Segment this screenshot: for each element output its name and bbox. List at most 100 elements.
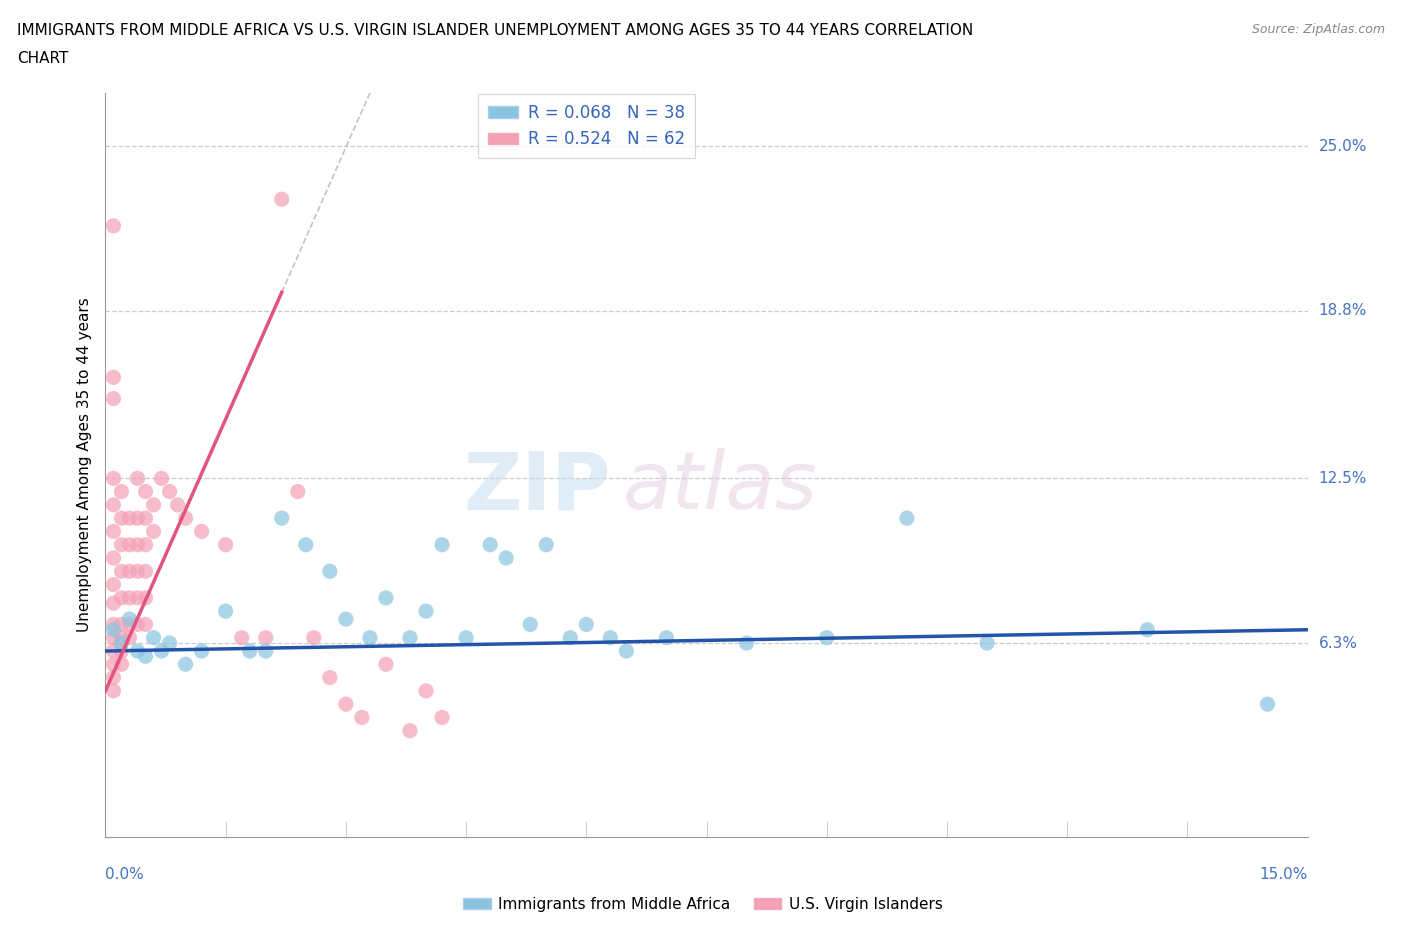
Point [135,511,157,525]
Point [103,671,125,685]
Point [270,511,292,525]
Point [270,192,292,206]
Point [231,631,253,645]
Point [103,498,125,512]
Point [287,485,309,499]
Point [135,591,157,605]
Point [118,564,141,578]
Point [302,631,325,645]
Point [135,564,157,578]
Point [1257,697,1279,711]
Point [118,591,141,605]
Point [430,710,453,724]
Point [103,684,125,698]
Point [815,631,838,645]
Text: 18.8%: 18.8% [1319,303,1367,318]
Point [359,631,381,645]
Point [295,538,318,552]
Point [103,657,125,671]
Point [214,538,236,552]
Point [190,644,212,658]
Point [103,219,125,233]
Legend: Immigrants from Middle Africa, U.S. Virgin Islanders: Immigrants from Middle Africa, U.S. Virg… [457,891,949,918]
Point [118,538,141,552]
Point [976,635,998,650]
Point [142,498,165,512]
Point [519,617,541,631]
Point [142,631,165,645]
Point [174,657,197,671]
Point [110,538,132,552]
Point [110,511,132,525]
Point [103,622,125,637]
Point [239,644,262,658]
Point [103,631,125,645]
Point [110,485,132,499]
Point [110,617,132,631]
Point [896,511,918,525]
Point [560,631,582,645]
Point [110,657,132,671]
Point [174,511,197,525]
Point [110,631,132,645]
Point [127,564,149,578]
Point [319,564,342,578]
Point [127,471,149,485]
Legend: R = 0.068   N = 38, R = 0.524   N = 62: R = 0.068 N = 38, R = 0.524 N = 62 [478,94,695,158]
Point [118,631,141,645]
Point [495,551,517,565]
Text: IMMIGRANTS FROM MIDDLE AFRICA VS U.S. VIRGIN ISLANDER UNEMPLOYMENT AMONG AGES 35: IMMIGRANTS FROM MIDDLE AFRICA VS U.S. VI… [17,23,973,38]
Point [110,564,132,578]
Point [1136,622,1159,637]
Point [135,538,157,552]
Point [166,498,188,512]
Point [616,644,638,658]
Point [118,617,141,631]
Point [135,617,157,631]
Point [127,617,149,631]
Point [735,635,758,650]
Point [575,617,598,631]
Point [430,538,453,552]
Point [374,591,398,605]
Point [655,631,678,645]
Point [103,370,125,385]
Point [159,485,181,499]
Text: 25.0%: 25.0% [1319,139,1367,153]
Point [335,697,357,711]
Point [103,392,125,406]
Point [319,671,342,685]
Text: Source: ZipAtlas.com: Source: ZipAtlas.com [1251,23,1385,36]
Point [350,710,373,724]
Point [415,684,437,698]
Point [159,635,181,650]
Point [110,635,132,650]
Point [127,538,149,552]
Point [454,631,477,645]
Point [214,604,236,618]
Text: atlas: atlas [623,448,817,526]
Point [103,471,125,485]
Point [127,644,149,658]
Point [103,617,125,631]
Point [150,471,173,485]
Point [127,511,149,525]
Point [599,631,621,645]
Text: 15.0%: 15.0% [1260,867,1308,882]
Point [103,596,125,611]
Point [479,538,502,552]
Point [127,591,149,605]
Point [103,644,125,658]
Point [254,644,277,658]
Text: 6.3%: 6.3% [1319,635,1358,650]
Point [335,612,357,627]
Point [135,649,157,664]
Point [110,644,132,658]
Point [135,485,157,499]
Text: 0.0%: 0.0% [105,867,145,882]
Point [118,511,141,525]
Point [103,551,125,565]
Point [103,578,125,592]
Point [142,524,165,538]
Point [399,724,422,738]
